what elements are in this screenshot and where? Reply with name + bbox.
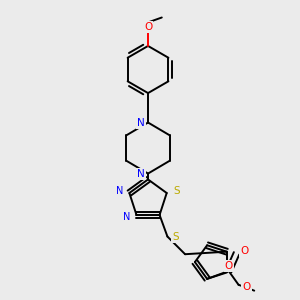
Text: S: S — [172, 232, 178, 242]
Text: O: O — [225, 261, 233, 271]
Text: N: N — [137, 169, 145, 178]
Text: N: N — [123, 212, 130, 222]
Text: O: O — [242, 282, 250, 292]
Text: S: S — [173, 186, 180, 196]
Text: N: N — [116, 186, 123, 196]
Text: N: N — [137, 118, 145, 128]
Text: O: O — [144, 22, 152, 32]
Text: O: O — [240, 246, 248, 256]
